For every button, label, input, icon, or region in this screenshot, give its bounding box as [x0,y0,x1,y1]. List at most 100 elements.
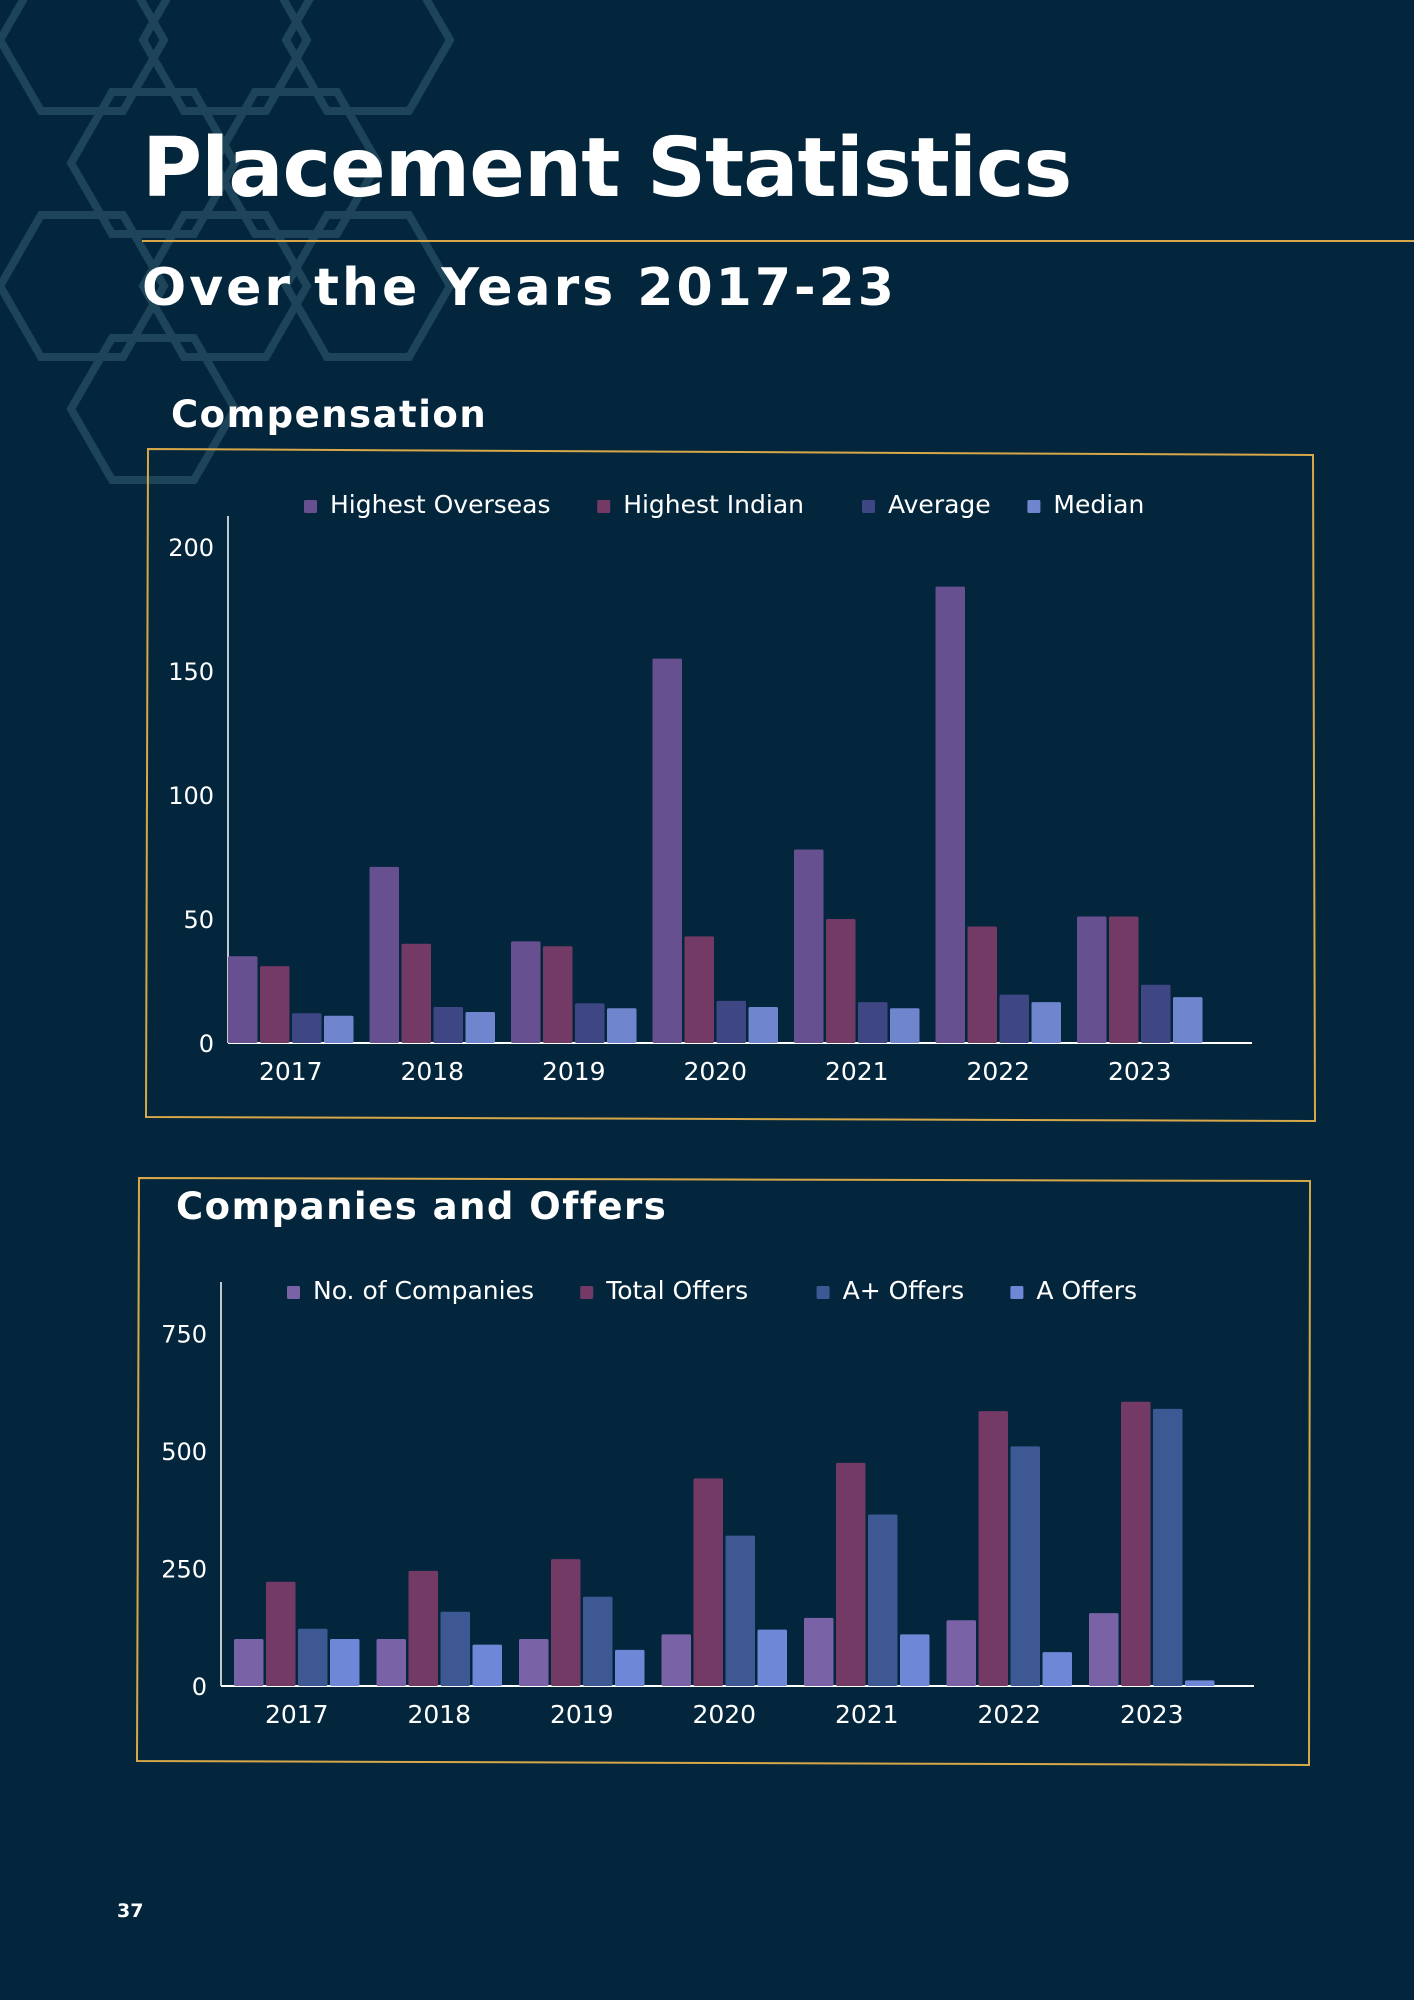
bar-no-of-companies-2020 [661,1634,691,1686]
companies-chart-frame [135,1176,1312,1767]
y-tick-label: 500 [161,1438,207,1466]
bar-total-offers-2023 [1121,1401,1151,1686]
x-tick-label: 2023 [1120,1700,1184,1729]
x-tick-label: 2017 [265,1700,329,1729]
x-tick-label: 2018 [400,1057,464,1086]
x-tick-label: 2021 [825,1057,889,1086]
legend-label: Average [888,490,991,519]
bar-average-2022 [999,994,1029,1043]
bar-a-offers-2022 [1042,1652,1072,1686]
hexagon-outline-icon-6 [138,211,312,361]
hexagon-outline-icon-7 [281,211,455,361]
bar-a-offers-2021 [868,1514,898,1686]
legend-swatch [1010,1286,1024,1299]
x-tick-label: 2019 [542,1057,606,1086]
bar-a-offers-2020 [757,1629,787,1686]
bar-a-offers-2017 [330,1639,360,1686]
hexagon-outline-icon-5 [0,211,169,361]
bar-average-2018 [433,1007,463,1043]
bar-a-offers-2022 [1010,1446,1040,1686]
page-title: Placement Statistics [142,121,1072,216]
bar-a-offers-2017 [298,1628,328,1686]
legend-swatch [597,500,611,513]
bar-median-2023 [1173,997,1203,1043]
legend-swatch [287,1286,300,1299]
hexagon-outline-icon-0 [0,0,169,115]
page-number: 37 [117,1900,144,1922]
hexagon-outline-icon-1 [138,0,312,115]
hexagon-outline-icon-8 [66,334,240,484]
bar-no-of-companies-2019 [519,1639,549,1686]
companies-chart-title: Companies and Offers [176,1185,668,1228]
x-tick-label: 2020 [692,1700,756,1729]
legend-label: Median [1053,490,1144,519]
bar-average-2021 [858,1002,888,1043]
bar-highest-overseas-2019 [511,941,541,1043]
bar-total-offers-2018 [408,1570,438,1686]
bar-highest-indian-2017 [260,966,290,1043]
y-tick-label: 0 [192,1673,207,1701]
bar-average-2020 [716,1000,746,1043]
legend-label: Highest Indian [623,490,804,519]
bar-total-offers-2017 [266,1581,296,1686]
x-tick-label: 2019 [550,1700,614,1729]
bar-highest-overseas-2022 [935,586,965,1043]
x-tick-label: 2018 [407,1700,471,1729]
bar-a-offers-2019 [583,1596,613,1686]
bar-a-offers-2021 [900,1634,930,1686]
bar-highest-overseas-2020 [652,658,682,1043]
y-tick-label: 750 [161,1321,207,1349]
y-tick-label: 0 [199,1030,214,1058]
bar-total-offers-2019 [551,1559,581,1686]
legend-swatch [862,500,875,513]
compensation-chart-frame [144,447,1317,1123]
bar-a-offers-2018 [440,1611,470,1686]
y-tick-label: 250 [161,1556,207,1584]
bar-total-offers-2020 [693,1478,723,1686]
bar-highest-indian-2018 [401,943,431,1043]
bar-highest-indian-2022 [967,926,997,1043]
bar-median-2019 [607,1008,637,1043]
bar-a-offers-2020 [725,1535,755,1686]
bar-average-2019 [575,1003,605,1043]
compensation-chart: 0 50 100 150 200 2017 2018 2019 2020 2021 2022 2023… [168,490,1252,1086]
x-tick-label: 2022 [977,1700,1041,1729]
title-divider [142,240,1414,242]
bar-highest-indian-2020 [684,936,714,1043]
bar-median-2022 [1031,1002,1061,1043]
x-tick-label: 2023 [1108,1057,1172,1086]
y-tick-label: 100 [168,782,214,810]
bar-no-of-companies-2021 [804,1617,834,1686]
legend-label: No. of Companies [313,1276,534,1305]
companies-chart: 0 250 500 750 2017 2018 2019 2020 2021 2022 2023 No… [161,1276,1254,1729]
compensation-chart-title: Compensation [171,393,488,436]
legend-swatch [1027,500,1041,513]
bar-highest-overseas-2021 [794,849,824,1043]
bar-a-offers-2023 [1153,1408,1183,1686]
bar-no-of-companies-2023 [1089,1613,1119,1686]
bar-total-offers-2021 [836,1462,866,1686]
y-tick-label: 150 [168,658,214,686]
bar-highest-overseas-2017 [228,956,258,1043]
bar-no-of-companies-2018 [376,1639,406,1686]
x-tick-label: 2022 [966,1057,1030,1086]
hexagon-pattern [0,0,455,484]
legend-swatch [580,1286,594,1299]
bar-no-of-companies-2022 [946,1620,976,1686]
bar-a-offers-2019 [615,1649,645,1686]
bar-a-offers-2023 [1185,1680,1215,1686]
bar-median-2018 [465,1012,495,1043]
hexagon-outline-icon-4 [209,88,383,238]
y-tick-label: 200 [168,534,214,562]
bar-highest-overseas-2023 [1077,916,1107,1043]
bar-a-offers-2018 [472,1644,502,1686]
hexagon-outline-icon-2 [281,0,455,115]
legend-label: Highest Overseas [330,490,551,519]
x-tick-label: 2020 [683,1057,747,1086]
bar-highest-indian-2021 [826,919,856,1043]
bar-median-2017 [324,1015,354,1043]
bar-highest-indian-2019 [543,946,573,1043]
bar-highest-indian-2023 [1109,916,1139,1043]
legend-label: A+ Offers [843,1276,965,1305]
